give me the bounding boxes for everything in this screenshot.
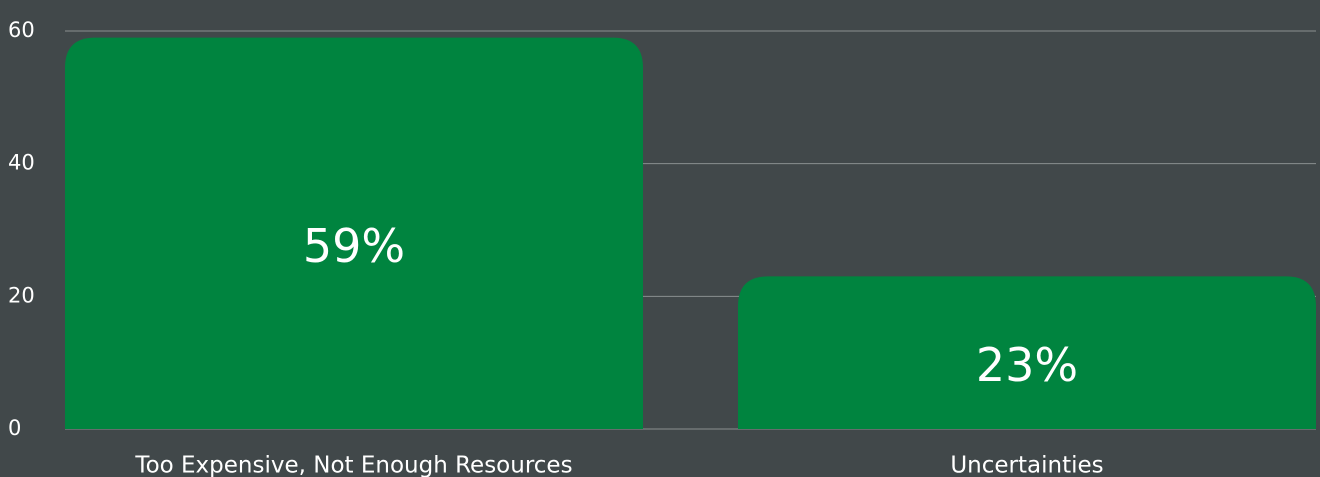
bar — [738, 276, 1316, 429]
value-label: 23% — [976, 338, 1078, 392]
y-tick-label: 0 — [8, 416, 21, 440]
y-tick-label: 40 — [8, 151, 35, 175]
x-tick-label: Uncertainties — [950, 453, 1103, 477]
value-label: 59% — [303, 219, 405, 273]
bar — [65, 37, 643, 430]
y-tick-label: 20 — [8, 283, 35, 307]
x-tick-label: Too Expensive, Not Enough Resources — [134, 453, 572, 477]
y-tick-label: 60 — [8, 18, 35, 42]
